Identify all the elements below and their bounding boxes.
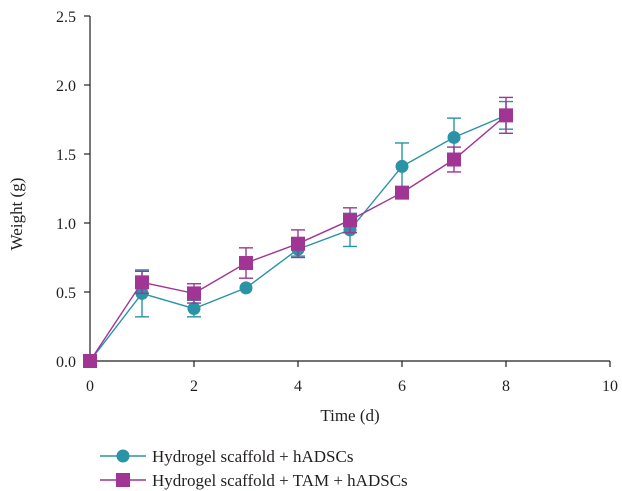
data-point <box>499 108 513 123</box>
series-2 <box>83 96 513 368</box>
x-tick-label: 6 <box>398 378 406 395</box>
legend-label: Hydrogel scaffold + hADSCs <box>152 447 353 466</box>
data-point <box>83 354 97 368</box>
y-tick-label: 2.0 <box>56 78 76 95</box>
y-tick-label: 1.0 <box>56 216 76 233</box>
data-point <box>187 302 201 316</box>
x-tick-label: 0 <box>86 378 94 395</box>
data-point <box>239 256 253 271</box>
legend-item-1: Hydrogel scaffold + hADSCs <box>100 447 353 466</box>
x-tick-label: 10 <box>602 378 618 395</box>
y-tick-label: 0.5 <box>56 285 76 302</box>
legend-marker-square <box>116 473 130 487</box>
legend-item-2: Hydrogel scaffold + TAM + hADSCs <box>100 471 408 490</box>
data-point <box>291 236 305 251</box>
legend-marker-circle <box>116 449 130 463</box>
y-tick-label: 1.5 <box>56 147 76 164</box>
x-tick-label: 4 <box>294 378 302 395</box>
x-axis-label: Time (d) <box>320 406 379 425</box>
data-point <box>187 286 201 301</box>
data-point <box>447 152 461 167</box>
y-tick-label: 0.0 <box>56 354 76 371</box>
ticks: 0.0 0.5 1.0 1.5 2.0 2.5 0 2 4 6 8 10 <box>56 9 618 395</box>
data-point <box>135 275 149 290</box>
data-point <box>239 281 253 295</box>
legend: Hydrogel scaffold + hADSCs Hydrogel scaff… <box>100 447 408 490</box>
data-point <box>395 159 409 173</box>
axes <box>89 16 610 362</box>
x-tick-label: 2 <box>190 378 198 395</box>
y-tick-label: 2.5 <box>56 9 76 26</box>
data-point <box>447 130 461 144</box>
data-point <box>395 185 409 200</box>
legend-label: Hydrogel scaffold + TAM + hADSCs <box>152 471 408 490</box>
series-layer <box>83 96 513 368</box>
data-point <box>343 213 357 228</box>
x-tick-label: 8 <box>502 378 510 395</box>
y-axis-label: Weight (g) <box>7 178 26 251</box>
